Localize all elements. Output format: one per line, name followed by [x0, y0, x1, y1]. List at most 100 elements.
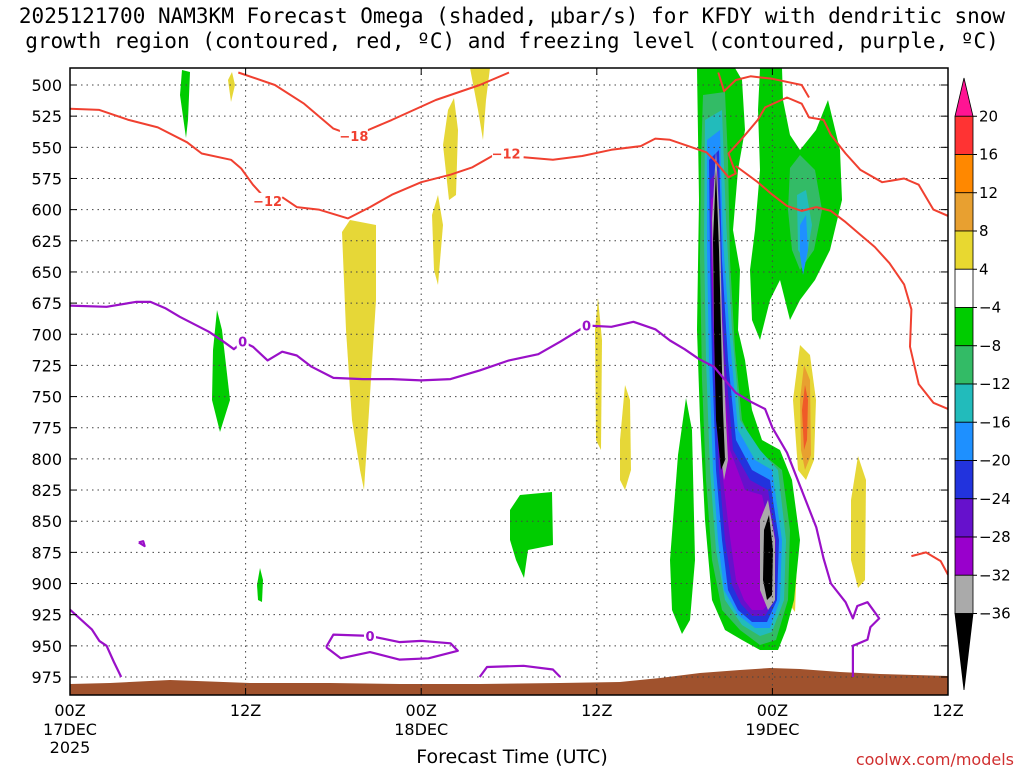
colorbar-label: −8: [979, 337, 1001, 355]
omega-shade-black: [713, 170, 725, 470]
colorbar-swatch: [954, 574, 974, 614]
freezing-contours-layer: [70, 300, 881, 678]
omega-shade-yellow: [595, 298, 602, 450]
colorbar-label: 4: [979, 260, 989, 278]
colorbar-label: −36: [979, 605, 1011, 623]
omega-shade-blue: [800, 215, 808, 275]
dgz-contour-label: −12: [492, 148, 521, 163]
plot-grid: [70, 68, 948, 695]
colorbar-swatch: [954, 154, 974, 194]
y-tick-label: 850: [31, 512, 62, 531]
freezing-contour-label-bg: [363, 627, 376, 642]
freezing-contour-line: [478, 664, 561, 678]
omega-shade-green: [180, 70, 190, 138]
colorbar-label: 16: [979, 146, 998, 164]
freezing-contour-line: [325, 633, 459, 661]
omega-shade-green: [212, 310, 230, 432]
omega-shade-purple: [711, 190, 772, 610]
colorbar-swatch: [954, 230, 974, 270]
y-axis: 500 525 550 575 600 625 650 675 700 725 750 775 800 8…: [31, 76, 948, 687]
omega-shade-green: [670, 398, 695, 634]
y-tick-label: 650: [31, 263, 62, 282]
plot-frame: [69, 67, 949, 696]
colorbar-label: −16: [979, 413, 1011, 431]
y-tick-label: 975: [31, 668, 62, 687]
colorbar-label: 8: [979, 222, 989, 240]
colorbar-bottom-arrow: [954, 613, 974, 691]
chart-title: 2025121700 NAM3KM Forecast Omega (shaded…: [0, 4, 1024, 54]
y-tick-label: 925: [31, 606, 62, 625]
y-tick-label: 600: [31, 201, 62, 220]
colorbar-swatch: [954, 268, 974, 308]
omega-shade-black: [763, 515, 773, 600]
freezing-contour-line: [138, 540, 146, 548]
dgz-contour-line: [911, 551, 948, 576]
omega-shade-yellow: [342, 220, 376, 490]
freezing-contour-label-bg: [236, 333, 249, 348]
dgz-contour-line: [717, 72, 810, 99]
x-tick-date-label: 2025: [50, 738, 91, 757]
colorbar: 20 16 12 8 4 −4 −8 −12 −16 −20 −24 −28 −32 −36: [954, 77, 1011, 691]
freezing-contour-label: 0: [238, 336, 247, 351]
y-tick-label: 500: [31, 76, 62, 95]
colorbar-label: 12: [979, 184, 998, 202]
colorbar-swatch: [954, 498, 974, 538]
colorbar-label: −24: [979, 490, 1011, 508]
colorbar-label: −20: [979, 452, 1011, 470]
dgz-contour-label: −12: [253, 195, 282, 210]
x-tick-label: 00Z: [406, 701, 437, 720]
colorbar-label: −4: [979, 299, 1001, 317]
site-credit[interactable]: coolwx.com/models: [855, 750, 1014, 769]
chart-title-line-1: 2025121700 NAM3KM Forecast Omega (shaded…: [18, 4, 1006, 28]
x-tick-label: 00Z: [757, 701, 788, 720]
omega-shade-green: [257, 568, 263, 602]
colorbar-swatch: [954, 421, 974, 461]
y-tick-label: 825: [31, 481, 62, 500]
dgz-contour-label-bg: [339, 128, 368, 143]
y-tick-label: 550: [31, 138, 62, 157]
y-tick-label: 575: [31, 169, 62, 188]
colorbar-swatch: [954, 192, 974, 232]
y-tick-label: 775: [31, 419, 62, 438]
dgz-contour-label: −18: [339, 130, 368, 145]
x-tick-label: 12Z: [932, 701, 963, 720]
y-tick-label: 625: [31, 232, 62, 251]
omega-shade-yellow: [443, 98, 458, 200]
y-tick-label: 750: [31, 388, 62, 407]
x-axis-title: Forecast Time (UTC): [416, 746, 608, 768]
y-tick-label: 525: [31, 107, 62, 126]
omega-shade-green: [510, 492, 553, 578]
dgz-contour-line: [70, 107, 269, 202]
dgz-contour-line: [523, 96, 948, 217]
colorbar-swatch: [954, 307, 974, 347]
omega-shade-red: [802, 385, 808, 450]
dgz-contour-line: [735, 165, 948, 410]
terrain-surface: [70, 668, 948, 695]
y-tick-label: 725: [31, 356, 62, 375]
colorbar-swatch: [954, 536, 974, 576]
chart-title-line-2: growth region (contoured, red, ºC) and f…: [25, 29, 999, 53]
colorbar-swatch: [954, 460, 974, 500]
colorbar-label: 20: [979, 107, 998, 125]
x-tick-date-label: 17DEC: [43, 720, 97, 739]
freezing-contour-line: [70, 608, 123, 678]
dgz-contour-label-bg: [253, 192, 282, 207]
freezing-contour-label-bg: [580, 317, 593, 332]
x-tick-label: 12Z: [581, 701, 612, 720]
x-tick-label: 00Z: [54, 701, 85, 720]
y-tick-label: 675: [31, 294, 62, 313]
y-tick-label: 950: [31, 637, 62, 656]
omega-shade-yellow: [432, 195, 443, 285]
colorbar-label: −12: [979, 375, 1011, 393]
dgz-contour-line: [281, 152, 507, 220]
colorbar-label: −32: [979, 566, 1011, 584]
freezing-contour-line: [242, 324, 588, 382]
colorbar-swatch: [954, 345, 974, 385]
y-tick-label: 800: [31, 450, 62, 469]
freezing-contour-label: 0: [365, 630, 374, 645]
x-tick-date-label: 18DEC: [394, 720, 448, 739]
x-tick-date-label: 19DEC: [745, 720, 799, 739]
colorbar-swatch: [954, 115, 974, 155]
colorbar-swatch: [954, 383, 974, 423]
